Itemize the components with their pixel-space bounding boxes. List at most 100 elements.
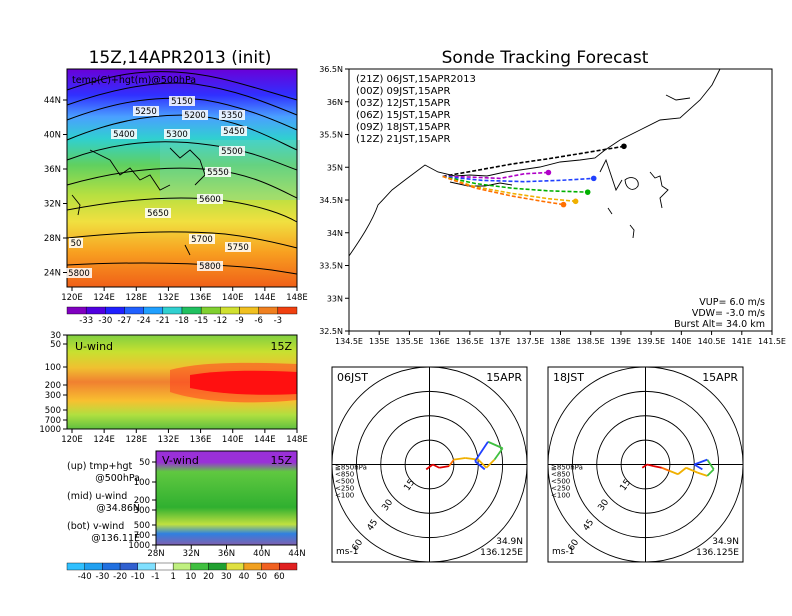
hodo-segment bbox=[697, 471, 708, 477]
colorbar-swatch bbox=[239, 306, 259, 315]
x-tick-label: 138E bbox=[550, 337, 570, 346]
sonde-tracks bbox=[442, 143, 627, 208]
colorbar-label: -40 bbox=[78, 572, 92, 582]
vwind-field bbox=[156, 451, 297, 545]
hodo-segment bbox=[493, 447, 504, 461]
map-x-ticks: 134.5E 135E 135.5E 136E 136.5E 137E 137.5E 138E… bbox=[335, 331, 786, 346]
y-tick-label: 36N bbox=[327, 98, 343, 107]
contour-label: 5600 bbox=[199, 195, 221, 205]
hodo-level: <100 bbox=[551, 492, 570, 500]
colorbar-label: -30 bbox=[98, 316, 112, 326]
colorbar-swatch bbox=[124, 306, 144, 315]
param-line: Burst Alt= 34.0 km bbox=[674, 319, 765, 330]
y-tick-label: 500 bbox=[45, 406, 61, 416]
legend-entry: (09Z) 18JST,15APR bbox=[356, 122, 450, 133]
x-tick-label: 139.5E bbox=[637, 337, 665, 346]
colorbar-label: -27 bbox=[118, 316, 132, 326]
hodo-level: <850 bbox=[551, 471, 570, 479]
legend-entry: (21Z) 06JST,15APR2013 bbox=[356, 74, 476, 85]
contour-label: 5350 bbox=[221, 111, 243, 121]
uwind-jet-max bbox=[190, 370, 297, 395]
y-tick-label: 33.5N bbox=[319, 262, 343, 271]
track-endpoint bbox=[560, 201, 567, 208]
hodo-segment bbox=[685, 466, 698, 474]
hodo-segment bbox=[677, 467, 687, 475]
map-panel: 134.5E 135E 135.5E 136E 136.5E 137E 137.5E 138E… bbox=[319, 65, 786, 346]
y-tick-label: 44N bbox=[44, 96, 61, 106]
colorbar-label: -33 bbox=[79, 316, 93, 326]
hodo-level: <250 bbox=[551, 485, 570, 493]
x-tick-label: 134.5E bbox=[335, 337, 363, 346]
main-title: Sonde Tracking Forecast bbox=[442, 48, 649, 68]
map-y-ticks: 36.5N 36N 35.5N 35N 34.5N 34N 33.5N 33N 32.5N bbox=[319, 65, 349, 336]
contour-label-bg bbox=[225, 242, 251, 252]
hodo-segment bbox=[439, 465, 450, 469]
hodo-segment bbox=[432, 463, 440, 469]
left-title: 15Z,14APR2013 (init) bbox=[89, 48, 272, 68]
contour-label-bg bbox=[205, 167, 231, 177]
contour-label-bg bbox=[221, 126, 247, 136]
colorbar-label: -24 bbox=[137, 316, 151, 326]
y-tick-label: 32.5N bbox=[319, 327, 343, 336]
track-line bbox=[442, 175, 588, 193]
x-tick-label: 148E bbox=[286, 293, 308, 303]
colorbar-swatch bbox=[85, 306, 106, 315]
x-tick-label: 137E bbox=[490, 337, 510, 346]
contour-label-bg bbox=[169, 96, 195, 106]
x-tick-label: 32N bbox=[183, 549, 200, 559]
contour-label-bg bbox=[111, 129, 137, 139]
hodo-level: <500 bbox=[551, 478, 570, 486]
x-tick-label: 28N bbox=[147, 549, 164, 559]
colorbar-swatch bbox=[243, 562, 262, 571]
hodo-title: 18JST bbox=[553, 371, 584, 384]
y-tick-label: 1000 bbox=[39, 425, 61, 435]
colorbar-swatch bbox=[208, 562, 227, 571]
x-tick-label: 128E bbox=[125, 435, 147, 445]
x-tick-label: 120E bbox=[61, 293, 83, 303]
hodo-segment bbox=[646, 463, 654, 467]
track-endpoint bbox=[590, 175, 597, 182]
y-tick-label: 50 bbox=[50, 340, 61, 350]
hodo-date: 15APR bbox=[702, 371, 738, 384]
hodo-level: ≧850hPa bbox=[335, 464, 367, 472]
x-tick-label: 136E bbox=[190, 435, 212, 445]
x-tick-label: 120E bbox=[61, 435, 83, 445]
vwind-label: V-wind bbox=[162, 454, 199, 467]
hodo-level: ≧850hPa bbox=[551, 464, 583, 472]
colorbar-label: -18 bbox=[175, 316, 189, 326]
colorbar-swatch bbox=[258, 306, 279, 315]
track-endpoint bbox=[621, 143, 627, 150]
colorbar-swatch bbox=[226, 562, 245, 571]
x-tick-label: 136E bbox=[429, 337, 449, 346]
hodo-level: <850 bbox=[335, 471, 354, 479]
y-tick-label: 700 bbox=[134, 531, 150, 541]
hodo-segment bbox=[653, 465, 662, 469]
x-tick-label: 124E bbox=[93, 435, 115, 445]
note-line: (bot) v-wind bbox=[67, 521, 124, 532]
x-tick-label: 124E bbox=[93, 293, 115, 303]
contour-label: 5750 bbox=[227, 243, 249, 253]
contour-label-bg bbox=[189, 234, 215, 244]
hodo-level: <500 bbox=[335, 478, 354, 486]
track-line bbox=[442, 175, 594, 183]
x-tick-label: 136E bbox=[190, 293, 212, 303]
hodo-segment bbox=[487, 440, 503, 450]
hodo-title: 06JST bbox=[337, 371, 368, 384]
hodo-segment bbox=[641, 463, 648, 469]
colorbar-label: 20 bbox=[203, 572, 214, 582]
y-tick-label: 28N bbox=[44, 234, 61, 244]
colorbar-label: -6 bbox=[254, 316, 262, 326]
y-tick-label: 36.5N bbox=[319, 65, 343, 74]
colorbar-label: 60 bbox=[274, 572, 285, 582]
hodo-segment bbox=[706, 459, 715, 470]
hodo-segment bbox=[474, 460, 486, 471]
x-tick-label: 141E bbox=[732, 337, 752, 346]
colorbar-label: 10 bbox=[185, 572, 196, 582]
colorbar-label: -3 bbox=[274, 316, 282, 326]
contour-labels: 5150 5250 5200 5350 5400 5300 5450 5500 5550 5600… bbox=[66, 96, 251, 279]
y-tick-label: 35.5N bbox=[319, 131, 343, 140]
y-tick-label: 100 bbox=[134, 478, 150, 488]
